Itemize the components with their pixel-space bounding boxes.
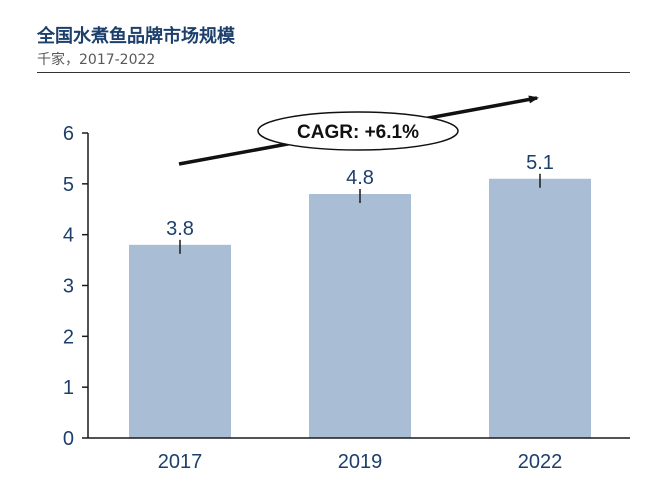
title-divider (37, 72, 630, 73)
axis-layer: 0 1 2 3 4 5 6 2017 2019 2022 (63, 123, 630, 473)
cagr-ellipse (257, 111, 459, 151)
y-tick-label: 3 (63, 276, 74, 298)
y-tick-label: 4 (63, 225, 74, 247)
y-tick-label: 0 (63, 428, 74, 450)
bar (129, 244, 231, 438)
bar (489, 178, 591, 438)
y-tick-label: 5 (63, 174, 74, 196)
bar (309, 194, 411, 438)
data-label: 4.8 (346, 167, 374, 189)
data-label: 5.1 (526, 152, 554, 174)
chart-subtitle: 千家，2017-2022 (37, 52, 156, 68)
x-tick-label: 2019 (338, 451, 383, 473)
y-tick-label: 6 (63, 123, 74, 145)
bars-layer: 3.8 4.8 5.1 (129, 152, 591, 438)
x-tick-label: 2022 (518, 451, 563, 473)
data-label: 3.8 (166, 218, 194, 240)
cagr-label: CAGR: +6.1% (297, 122, 419, 143)
y-tick-label: 2 (63, 326, 74, 348)
x-tick-label: 2017 (158, 451, 203, 473)
cagr-annotation: CAGR: +6.1% (178, 95, 539, 166)
chart-title: 全国水煮鱼品牌市场规模 (37, 26, 235, 47)
y-tick-label: 1 (63, 377, 74, 399)
